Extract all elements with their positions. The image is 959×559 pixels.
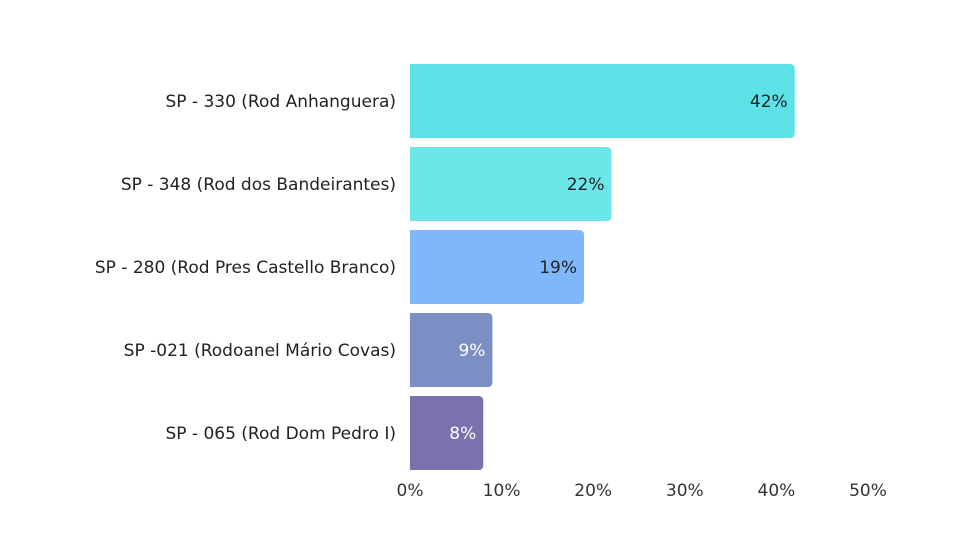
bar-3 [410, 230, 585, 304]
category-label: SP - 280 (Rod Pres Castello Branco) [95, 258, 396, 278]
bars-group [410, 64, 795, 470]
category-labels: SP - 330 (Rod Anhanguera) SP - 348 (Rod d… [95, 92, 396, 444]
x-tick-label: 30% [666, 481, 704, 501]
value-labels: 42% 22% 19% 9% 8% [449, 92, 787, 444]
x-tick-label: 50% [849, 481, 887, 501]
category-label: SP - 330 (Rod Anhanguera) [165, 92, 396, 112]
data-label: 19% [539, 258, 577, 278]
category-label: SP - 348 (Rod dos Bandeirantes) [121, 175, 396, 195]
x-tick-label: 10% [483, 481, 521, 501]
x-tick-label: 40% [758, 481, 796, 501]
data-label: 9% [458, 341, 485, 361]
data-label: 42% [750, 92, 788, 112]
x-tick-label: 0% [397, 481, 424, 501]
bar-5 [410, 396, 484, 470]
x-axis-ticks: 0% 10% 20% 30% 40% 50% [397, 481, 887, 501]
data-label: 8% [449, 424, 476, 444]
bar-4 [410, 313, 493, 387]
bar-2 [410, 147, 612, 221]
data-label: 22% [567, 175, 605, 195]
category-label: SP - 065 (Rod Dom Pedro I) [165, 424, 396, 444]
bar-1 [410, 64, 795, 138]
x-tick-label: 20% [574, 481, 612, 501]
category-label: SP -021 (Rodoanel Mário Covas) [124, 341, 396, 361]
